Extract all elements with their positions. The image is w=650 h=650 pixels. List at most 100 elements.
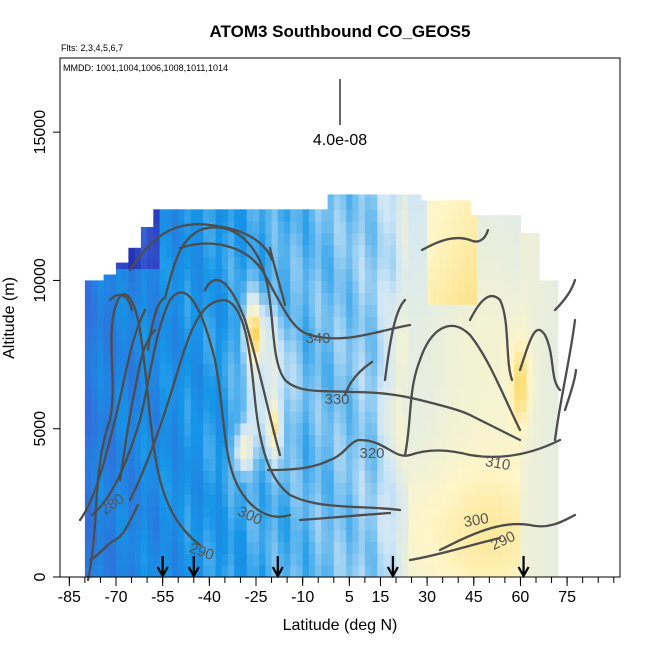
heatmap-cell — [495, 541, 503, 554]
heatmap-cell — [290, 529, 297, 542]
heatmap-cell — [203, 434, 210, 448]
heatmap-cell — [190, 446, 198, 459]
heatmap-cell — [458, 505, 465, 519]
heatmap-cell — [284, 553, 291, 566]
heatmap-cell — [302, 505, 310, 519]
heatmap-cell — [147, 339, 154, 353]
heatmap-cell — [128, 529, 136, 542]
heatmap-cell — [284, 316, 291, 329]
heatmap-cell — [103, 410, 111, 424]
heatmap-cell — [290, 482, 297, 495]
heatmap-cell — [196, 446, 204, 459]
heatmap-cell — [377, 529, 385, 542]
heatmap-cell — [265, 339, 273, 353]
heatmap-cell — [508, 316, 515, 329]
heatmap-cell — [452, 458, 459, 471]
heatmap-cell — [116, 316, 123, 329]
heatmap-cell — [259, 565, 266, 578]
heatmap-cell — [252, 304, 260, 317]
heatmap-cell — [352, 209, 360, 222]
heatmap-cell — [315, 470, 322, 483]
heatmap-cell — [284, 529, 291, 542]
heatmap-cell — [464, 446, 472, 459]
heatmap-cell — [483, 399, 490, 412]
heatmap-cell — [140, 434, 148, 448]
heatmap-cell — [520, 268, 528, 282]
heatmap-cell — [551, 446, 559, 459]
flights-label: Flts: 2,3,4,5,6,7 — [61, 43, 123, 53]
heatmap-cell — [159, 351, 167, 365]
heatmap-cell — [153, 494, 161, 507]
heatmap-cell — [91, 494, 98, 507]
heatmap-cell — [402, 517, 409, 531]
heatmap-cell — [402, 565, 409, 578]
heatmap-cell — [109, 541, 117, 554]
heatmap-cell — [464, 268, 472, 282]
heatmap-cell — [408, 541, 416, 554]
heatmap-cell — [358, 446, 366, 459]
heatmap-cell — [215, 422, 223, 436]
heatmap-cell — [246, 292, 254, 305]
heatmap-cell — [483, 565, 490, 578]
heatmap-cell — [377, 553, 385, 566]
heatmap-cell — [240, 244, 248, 258]
heatmap-cell — [234, 363, 241, 376]
heatmap-cell — [333, 256, 341, 270]
heatmap-cell — [352, 399, 360, 412]
heatmap-cell — [433, 553, 441, 566]
heatmap-cell — [321, 434, 329, 448]
heatmap-cell — [147, 244, 154, 258]
heatmap-cell — [203, 387, 210, 400]
heatmap-cell — [458, 553, 465, 566]
heatmap-cell — [514, 221, 521, 234]
heatmap-cell — [371, 327, 378, 341]
heatmap-cell — [464, 565, 472, 578]
heatmap-cell — [190, 292, 198, 305]
heatmap-cell — [371, 351, 378, 365]
contour-lines — [78, 223, 578, 582]
heatmap-cell — [420, 482, 428, 495]
heatmap-cell — [97, 553, 105, 566]
heatmap-cell — [265, 517, 273, 531]
heatmap-cell — [383, 470, 391, 483]
heatmap-cell — [377, 399, 385, 412]
heatmap-cell — [122, 399, 129, 412]
x-tick-label: 30 — [418, 589, 436, 606]
heatmap-cell — [103, 553, 111, 566]
heatmap-cell — [259, 233, 266, 246]
heatmap-cell — [452, 363, 459, 376]
heatmap-cell — [476, 292, 484, 305]
heatmap-cell — [389, 494, 397, 507]
heatmap-cell — [165, 529, 173, 542]
heatmap-cell — [402, 410, 409, 424]
heatmap-cell — [333, 553, 341, 566]
heatmap-cell — [371, 494, 378, 507]
heatmap-cell — [165, 387, 173, 400]
heatmap-cell — [172, 292, 179, 305]
heatmap-cell — [302, 256, 310, 270]
heatmap-cell — [402, 387, 409, 400]
heatmap-cell — [165, 434, 173, 448]
heatmap-cell — [408, 422, 416, 436]
heatmap-cell — [246, 482, 254, 495]
contour-label: 300 — [462, 510, 490, 531]
heatmap-cell — [259, 541, 266, 554]
heatmap-cell — [383, 292, 391, 305]
heatmap-cell — [271, 327, 279, 341]
heatmap-cell — [128, 256, 136, 270]
heatmap-cell — [172, 410, 179, 424]
heatmap-cell — [352, 244, 360, 258]
heatmap-cell — [321, 292, 329, 305]
heatmap-cell — [271, 209, 279, 222]
heatmap-cell — [383, 494, 391, 507]
heatmap-cell — [327, 280, 335, 293]
heatmap-cell — [327, 375, 335, 388]
heatmap-cell — [396, 233, 403, 246]
heatmap-cell — [483, 422, 490, 436]
heatmap-cell — [308, 446, 316, 459]
heatmap-cell — [103, 434, 111, 448]
heatmap-cell — [371, 244, 378, 258]
heatmap-cell — [84, 434, 92, 448]
heatmap-cell — [445, 316, 453, 329]
heatmap-cell — [433, 304, 441, 317]
